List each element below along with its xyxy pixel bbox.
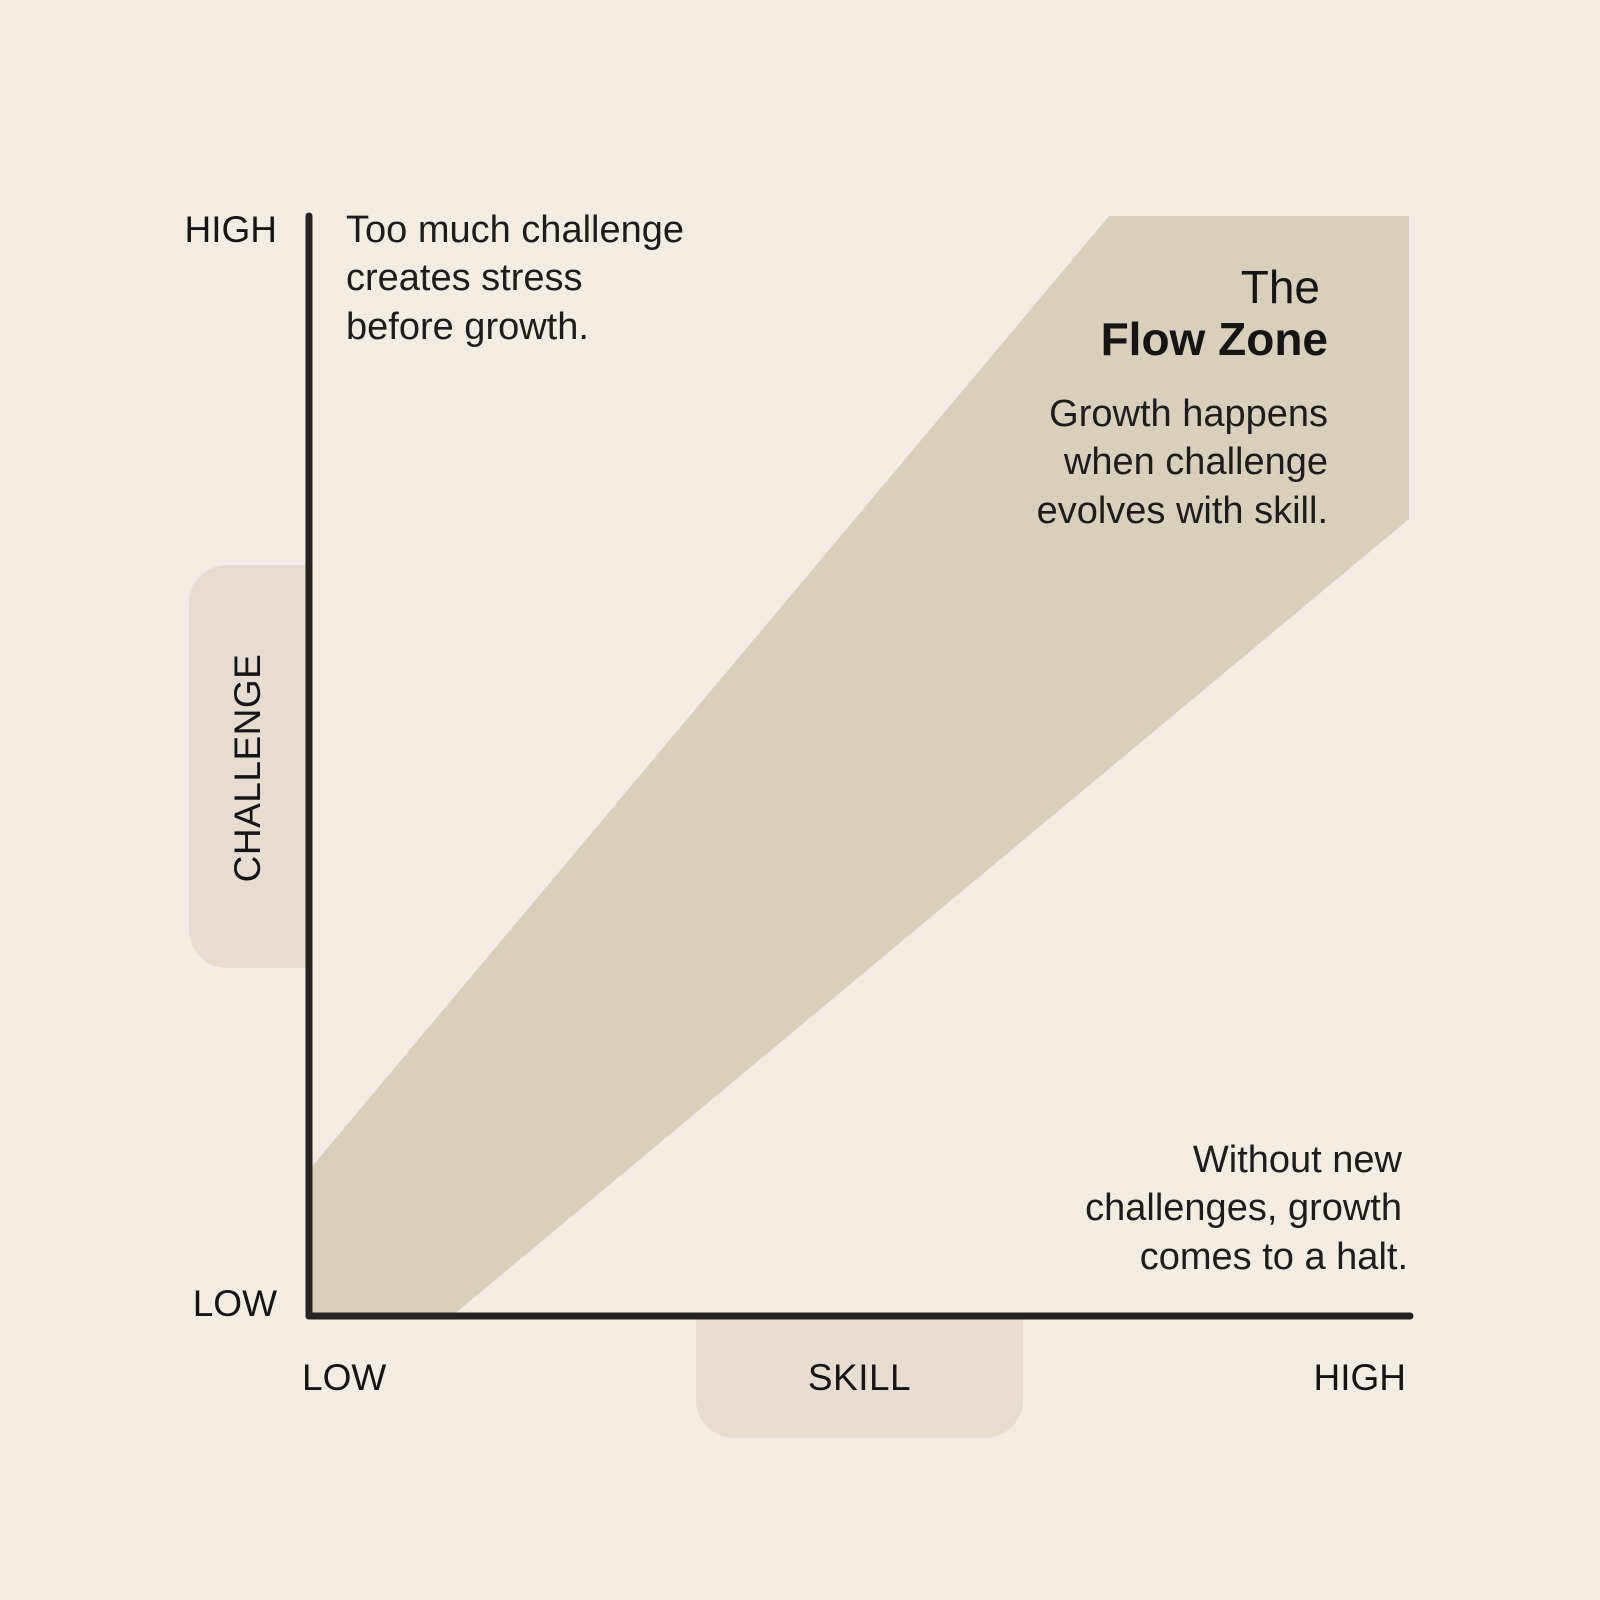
stress-note: Too much challenge creates stress before… [346, 206, 684, 351]
skill-axis-tab [696, 1316, 1023, 1438]
x-axis-low-label: LOW [302, 1357, 387, 1398]
x-axis-title: SKILL [807, 1357, 912, 1398]
flow-zone-description: Growth happens when challenge evolves wi… [930, 390, 1328, 535]
stress-note-line: creates stress [346, 257, 583, 300]
stress-note-line: Too much challenge [346, 209, 684, 251]
y-axis-low-label: LOW [192, 1283, 277, 1324]
y-axis-high-label: HIGH [184, 209, 278, 250]
flow-zone-title-line2: Flow Zone [1100, 312, 1328, 365]
halt-note-line: comes to a halt. [1139, 1235, 1408, 1278]
flow-zone-title-line1: The [1240, 261, 1320, 313]
halt-note-line: challenges, growth [1085, 1187, 1402, 1230]
flow-zone-description-line: evolves with skill. [1036, 489, 1328, 532]
stress-note-line: before growth. [346, 305, 589, 348]
halt-note-line: Without new [1192, 1139, 1402, 1181]
flow-zone-band [309, 216, 1409, 1316]
flow-zone-description-line: Growth happens [1049, 393, 1328, 435]
flow-zone-title: The Flow Zone [930, 261, 1328, 365]
flow-zone-description-line: when challenge [1063, 441, 1328, 484]
challenge-axis-tab [189, 565, 309, 968]
halt-note: Without new challenges, growth comes to … [1000, 1136, 1408, 1281]
y-axis-title: CHALLENGE [226, 653, 268, 883]
x-axis-high-label: HIGH [1313, 1357, 1407, 1398]
